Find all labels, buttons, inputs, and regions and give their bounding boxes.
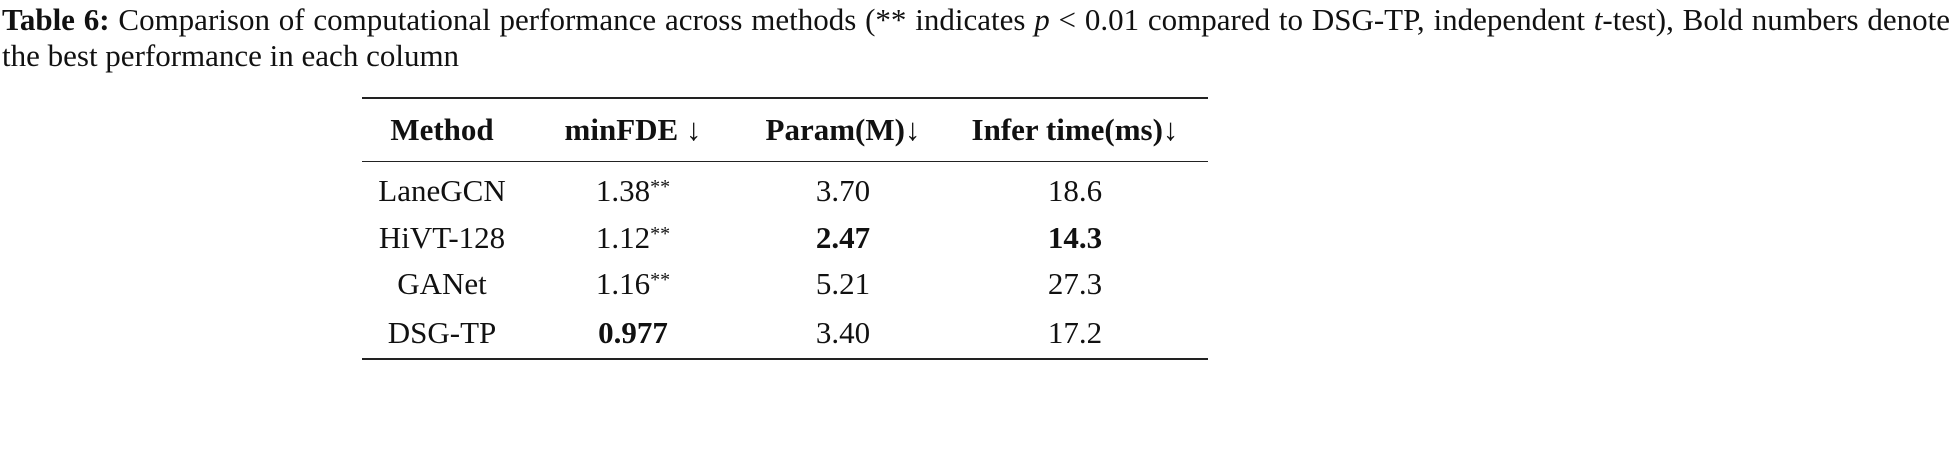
value-cell: 0.977 (522, 307, 744, 360)
significance-mark: ** (650, 222, 671, 245)
value-cell: 5.21 (815, 266, 871, 302)
value-cell: 3.40 (744, 307, 942, 360)
significance-mark: ** (650, 176, 671, 199)
caption-label: Table 6: (2, 2, 110, 37)
value-cell: 18.6 (1047, 173, 1103, 209)
significance-mark: ** (650, 269, 671, 292)
caption-text: -test), Bold numbers denote the best per… (2, 2, 1950, 73)
column-header: Param(M)↓ (744, 97, 942, 162)
value-cell: 17.2 (942, 307, 1208, 360)
column-header: Method (362, 97, 522, 162)
method-cell: GANet (397, 266, 487, 302)
table-row: HiVT-128 1.12** 2.47 14.3 (362, 215, 1208, 262)
table-row: LaneGCN 1.38** 3.70 18.6 (362, 162, 1208, 215)
table-row: DSG-TP 0.977 3.40 17.2 (362, 307, 1208, 360)
caption-text: Comparison of computational performance … (118, 2, 1035, 37)
value-cell: 27.3 (1047, 266, 1103, 302)
value-cell: 2.47 (815, 219, 871, 255)
method-cell: HiVT-128 (378, 219, 506, 255)
column-header: Infer time(ms)↓ (942, 97, 1208, 162)
table-body: LaneGCN 1.38** 3.70 18.6 HiVT-128 1.12** 2.47 1… (362, 162, 1208, 360)
caption-italic: t (1593, 2, 1603, 37)
table-row: GANet 1.16** 5.21 27.3 (362, 261, 1208, 308)
value-cell: 3.70 (815, 173, 871, 209)
table-caption: Table 6: Comparison of computational per… (2, 2, 1950, 74)
method-cell: DSG-TP (362, 307, 522, 360)
value-cell: 1.16** (595, 266, 671, 302)
caption-italic: p (1034, 2, 1050, 37)
method-cell: LaneGCN (378, 173, 506, 209)
caption-text: < 0.01 compared to DSG-TP, independent (1049, 2, 1594, 37)
value-cell: 1.38** (595, 173, 671, 209)
header-row: Method minFDE ↓ Param(M)↓ Infer time(ms)↓ (362, 97, 1208, 162)
results-table: Method minFDE ↓ Param(M)↓ Infer time(ms)↓ L… (362, 97, 1208, 360)
value-cell: 1.12** (595, 219, 671, 255)
column-header: minFDE ↓ (522, 97, 744, 162)
value-cell: 14.3 (1047, 219, 1103, 255)
